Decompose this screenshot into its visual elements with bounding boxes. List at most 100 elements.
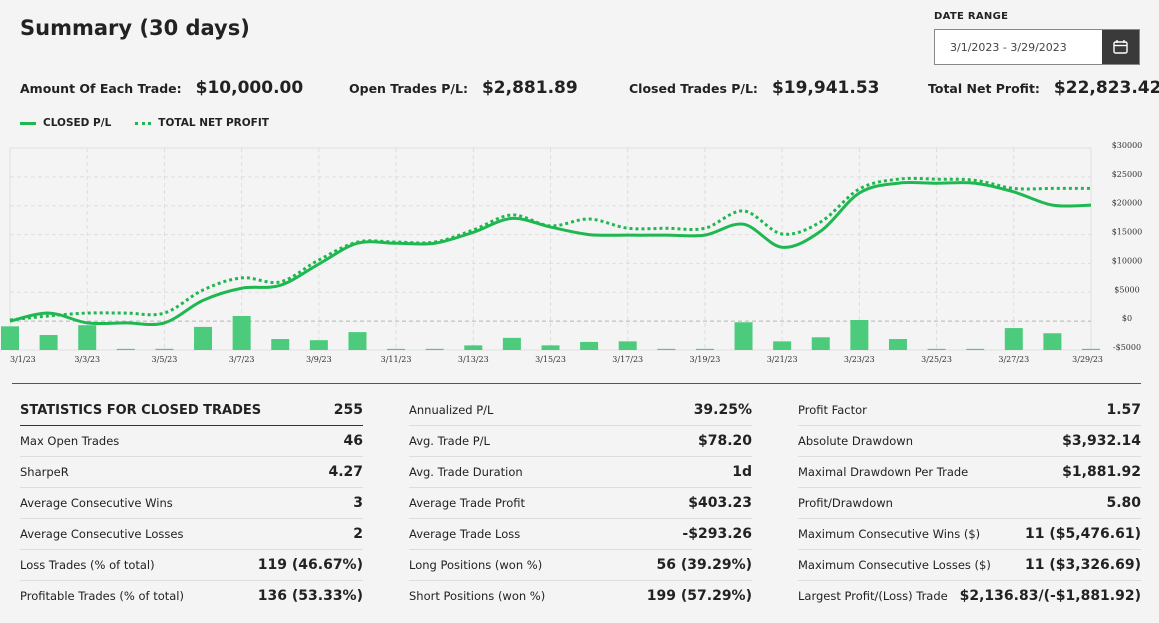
bar (271, 339, 290, 350)
bar (194, 326, 213, 350)
x-tick-label: 3/5/23 (152, 355, 178, 364)
bar (155, 348, 174, 350)
bar (232, 315, 251, 350)
summary-item: Total Net Profit: $22,823.42 (928, 78, 1159, 98)
stats-row: Annualized P/L 39.25% (409, 395, 752, 426)
stats-label: Profit/Drawdown (798, 496, 893, 510)
stats-row: Max Open Trades 46 (20, 426, 363, 457)
summary-value: $10,000.00 (195, 78, 304, 98)
bar (695, 348, 714, 350)
summary-label: Closed Trades P/L: (629, 81, 758, 96)
stats-value: 46 (343, 433, 363, 449)
bar (464, 345, 483, 350)
x-tick-label: 3/13/23 (458, 355, 489, 364)
stats-value: 5.80 (1106, 495, 1141, 511)
stats-label: Average Consecutive Losses (20, 527, 184, 541)
stats-label: Avg. Trade P/L (409, 434, 490, 448)
stats-label: Absolute Drawdown (798, 434, 913, 448)
y-tick-label: $30000 (1112, 141, 1143, 150)
stats-value: -$293.26 (682, 526, 752, 542)
y-tick-label: $20000 (1112, 199, 1143, 208)
legend-swatch (135, 121, 152, 125)
calendar-button[interactable] (1102, 30, 1139, 64)
line (9, 176, 1091, 322)
stats-label: Max Open Trades (20, 434, 120, 448)
stats-row: Average Consecutive Wins 3 (20, 488, 363, 519)
stats-row: Profit Factor 1.57 (798, 395, 1141, 426)
stats-value: 1d (732, 464, 752, 480)
legend-label: TOTAL NET PROFIT (158, 117, 269, 129)
date-range-input[interactable]: 3/1/2023 - 3/29/2023 (934, 29, 1140, 65)
x-tick-label: 3/23/23 (844, 355, 875, 364)
y-tick-label: -$5000 (1113, 343, 1141, 352)
x-tick-label: 3/11/23 (381, 355, 412, 364)
stats-label: Maximum Consecutive Wins ($) (798, 527, 981, 541)
y-tick-label: $10000 (1112, 256, 1143, 265)
stats-row: Short Positions (won %) 199 (57.29%) (409, 581, 752, 611)
stats-label: Long Positions (won %) (409, 558, 543, 572)
bar (1082, 348, 1100, 350)
bar (502, 337, 521, 350)
stats-label: Profit Factor (798, 403, 867, 417)
x-tick-label: 3/3/23 (74, 355, 100, 364)
stats-row: Maximum Consecutive Losses ($) 11 ($3,326… (798, 550, 1141, 581)
stats-label: Largest Profit/(Loss) Trade (798, 589, 948, 603)
stats-row: Absolute Drawdown $3,932.14 (798, 426, 1141, 457)
summary-label: Open Trades P/L: (349, 81, 468, 96)
stats-row: Profitable Trades (% of total) 136 (53.33… (20, 581, 363, 611)
x-tick-label: 3/1/23 (10, 355, 36, 364)
bar (541, 345, 560, 350)
bar (927, 348, 946, 350)
stats-row: Maximal Drawdown Per Trade $1,881.92 (798, 457, 1141, 488)
summary-value: $2,881.89 (481, 78, 578, 98)
stats-value: $403.23 (688, 495, 752, 511)
stats-label: Average Trade Loss (409, 527, 521, 541)
title: Summary (30 days) (20, 16, 250, 40)
stats-row: Average Consecutive Losses 2 (20, 519, 363, 550)
summary-value: $22,823.42 (1053, 78, 1159, 98)
summary-item: Open Trades P/L: $2,881.89 (349, 78, 578, 98)
bar (387, 348, 406, 350)
stats-label: Short Positions (won %) (409, 589, 546, 603)
stats-value: 136 (53.33%) (257, 588, 363, 604)
bar (39, 334, 58, 350)
stats-column: STATISTICS FOR CLOSED TRADES 255 Max Open … (20, 395, 363, 611)
summary-item: Closed Trades P/L: $19,941.53 (629, 78, 879, 98)
stats-column: Profit Factor 1.57 Absolute Drawdown $3,932… (798, 395, 1141, 611)
stats-value: 2 (353, 526, 363, 542)
bar (966, 348, 985, 350)
separator (12, 383, 1141, 384)
stats-row: Maximum Consecutive Wins ($) 11 ($5,476.6… (798, 519, 1141, 550)
stats-row: Largest Profit/(Loss) Trade $2,136.83/(-$… (798, 581, 1141, 611)
bar (773, 341, 792, 350)
date-range-value: 3/1/2023 - 3/29/2023 (950, 41, 1067, 54)
x-tick-label: 3/25/23 (921, 355, 952, 364)
stats-value: 1.57 (1106, 402, 1141, 418)
stats-label: Maximum Consecutive Losses ($) (798, 558, 991, 572)
stats-value: $3,932.14 (1062, 433, 1141, 449)
legend-label: CLOSED P/L (43, 117, 112, 129)
stats-value: 199 (57.29%) (646, 588, 752, 604)
y-tick-label: $0 (1122, 314, 1132, 323)
stats-value: 3 (353, 495, 363, 511)
bar (1043, 333, 1062, 350)
stats-value: 4.27 (328, 464, 363, 480)
bar (309, 340, 328, 350)
bar (1004, 328, 1023, 350)
chart: -$5000 $0 $5000 $10000 $15000 $20000 $25000 $30… (1, 141, 1143, 364)
x-tick-label: 3/15/23 (535, 355, 566, 364)
bar (425, 348, 444, 350)
summary-label: Total Net Profit: (928, 81, 1040, 96)
legend-item: CLOSED P/L (20, 117, 111, 129)
bar (348, 332, 367, 350)
stats-row: Avg. Trade P/L $78.20 (409, 426, 752, 457)
legend-swatch (20, 121, 36, 125)
stats-row: Average Trade Loss -$293.26 (409, 519, 752, 550)
legend: CLOSED P/L TOTAL NET PROFIT (20, 117, 293, 129)
stats-row: Avg. Trade Duration 1d (409, 457, 752, 488)
date-range-label: DATE RANGE (934, 11, 1009, 22)
bar (78, 325, 97, 350)
stats-value: 119 (46.67%) (257, 557, 363, 573)
stats-column: Annualized P/L 39.25% Avg. Trade P/L $78.20… (409, 395, 752, 611)
